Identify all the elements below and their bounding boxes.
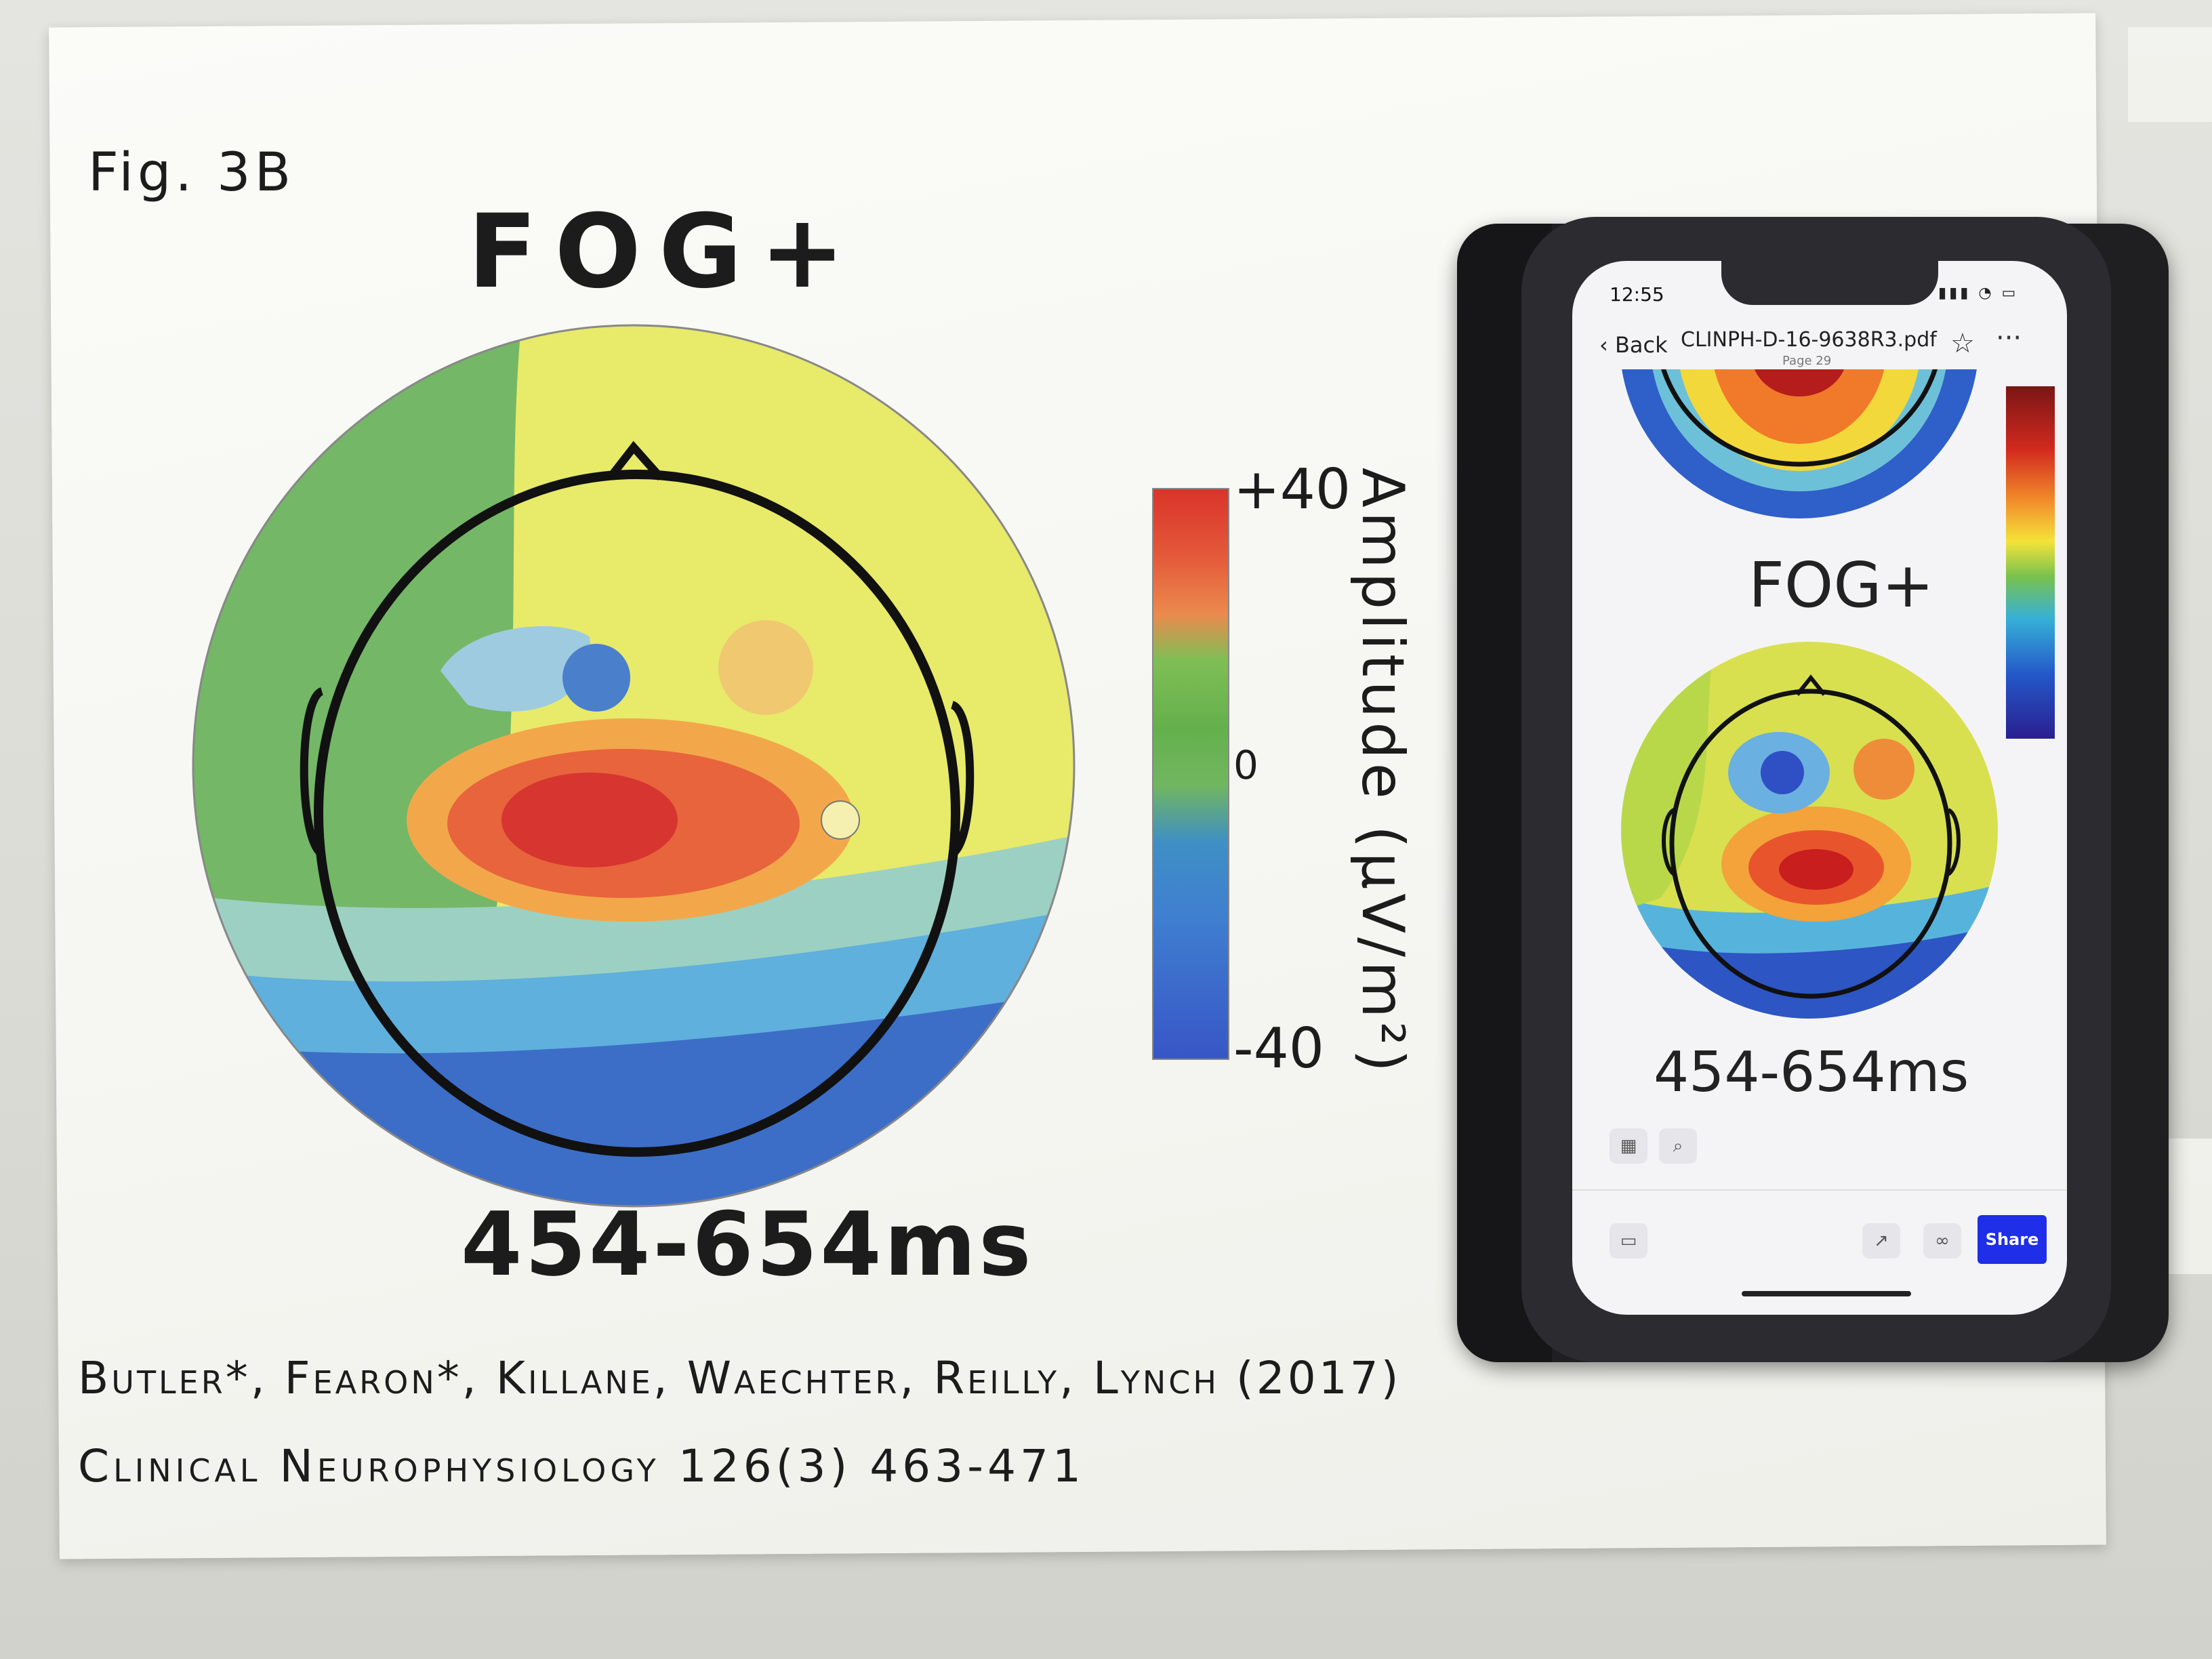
- colorbar-bottom-label: -40: [1233, 1017, 1324, 1081]
- link-icon[interactable]: ∞: [1923, 1223, 1961, 1258]
- status-bar-icons: ▮▮▮ ◔ ▭: [1938, 285, 2019, 302]
- bottom-toolbar-divider: [1572, 1189, 2067, 1191]
- colorbar-top-label: +40: [1233, 457, 1351, 522]
- home-indicator: [1742, 1291, 1911, 1296]
- pdf-colorbar: [2006, 386, 2055, 739]
- back-button[interactable]: ‹ Back: [1599, 332, 1668, 358]
- pdf-time-window: 454-654ms: [1654, 1040, 1969, 1105]
- colorbar-axis-label: Amplitude (µV/m²): [1349, 468, 1416, 1076]
- comment-icon[interactable]: ▭: [1610, 1223, 1647, 1258]
- painting-title: FOG+: [468, 193, 863, 311]
- citation-authors: Butler*, Fearon*, Killane, Waechter, Rei…: [78, 1352, 1401, 1404]
- figure-label: Fig. 3B: [88, 142, 295, 203]
- search-icon[interactable]: ⌕: [1659, 1128, 1697, 1164]
- external-link-icon[interactable]: ↗: [1862, 1223, 1900, 1258]
- grid-icon[interactable]: ▦: [1610, 1128, 1647, 1164]
- pdf-topography-partial: [1622, 369, 1977, 518]
- time-window-label: 454-654ms: [461, 1193, 1034, 1296]
- citation-journal: Clinical Neurophysiology 126(3) 463-471: [78, 1440, 1085, 1492]
- colorbar-mid-label: 0: [1233, 742, 1258, 788]
- phone-notch: [1721, 258, 1938, 305]
- more-icon[interactable]: ···: [1996, 323, 2022, 354]
- share-button[interactable]: Share: [1978, 1215, 2047, 1264]
- pdf-figure-title: FOG+: [1748, 549, 1934, 621]
- document-page-indicator: Page 29: [1782, 354, 1832, 368]
- tape-strip: [2128, 27, 2212, 122]
- document-file-name: CLINPH-D-16-9638R3.pdf: [1681, 328, 1937, 352]
- watercolor-topography-map: [192, 324, 1076, 1208]
- pdf-topography-map: [1621, 642, 1998, 1019]
- status-bar-time: 12:55: [1610, 283, 1664, 306]
- star-icon[interactable]: ☆: [1950, 328, 1975, 359]
- chevron-left-icon: ‹: [1599, 332, 1615, 358]
- watercolor-colorbar: [1152, 488, 1229, 1060]
